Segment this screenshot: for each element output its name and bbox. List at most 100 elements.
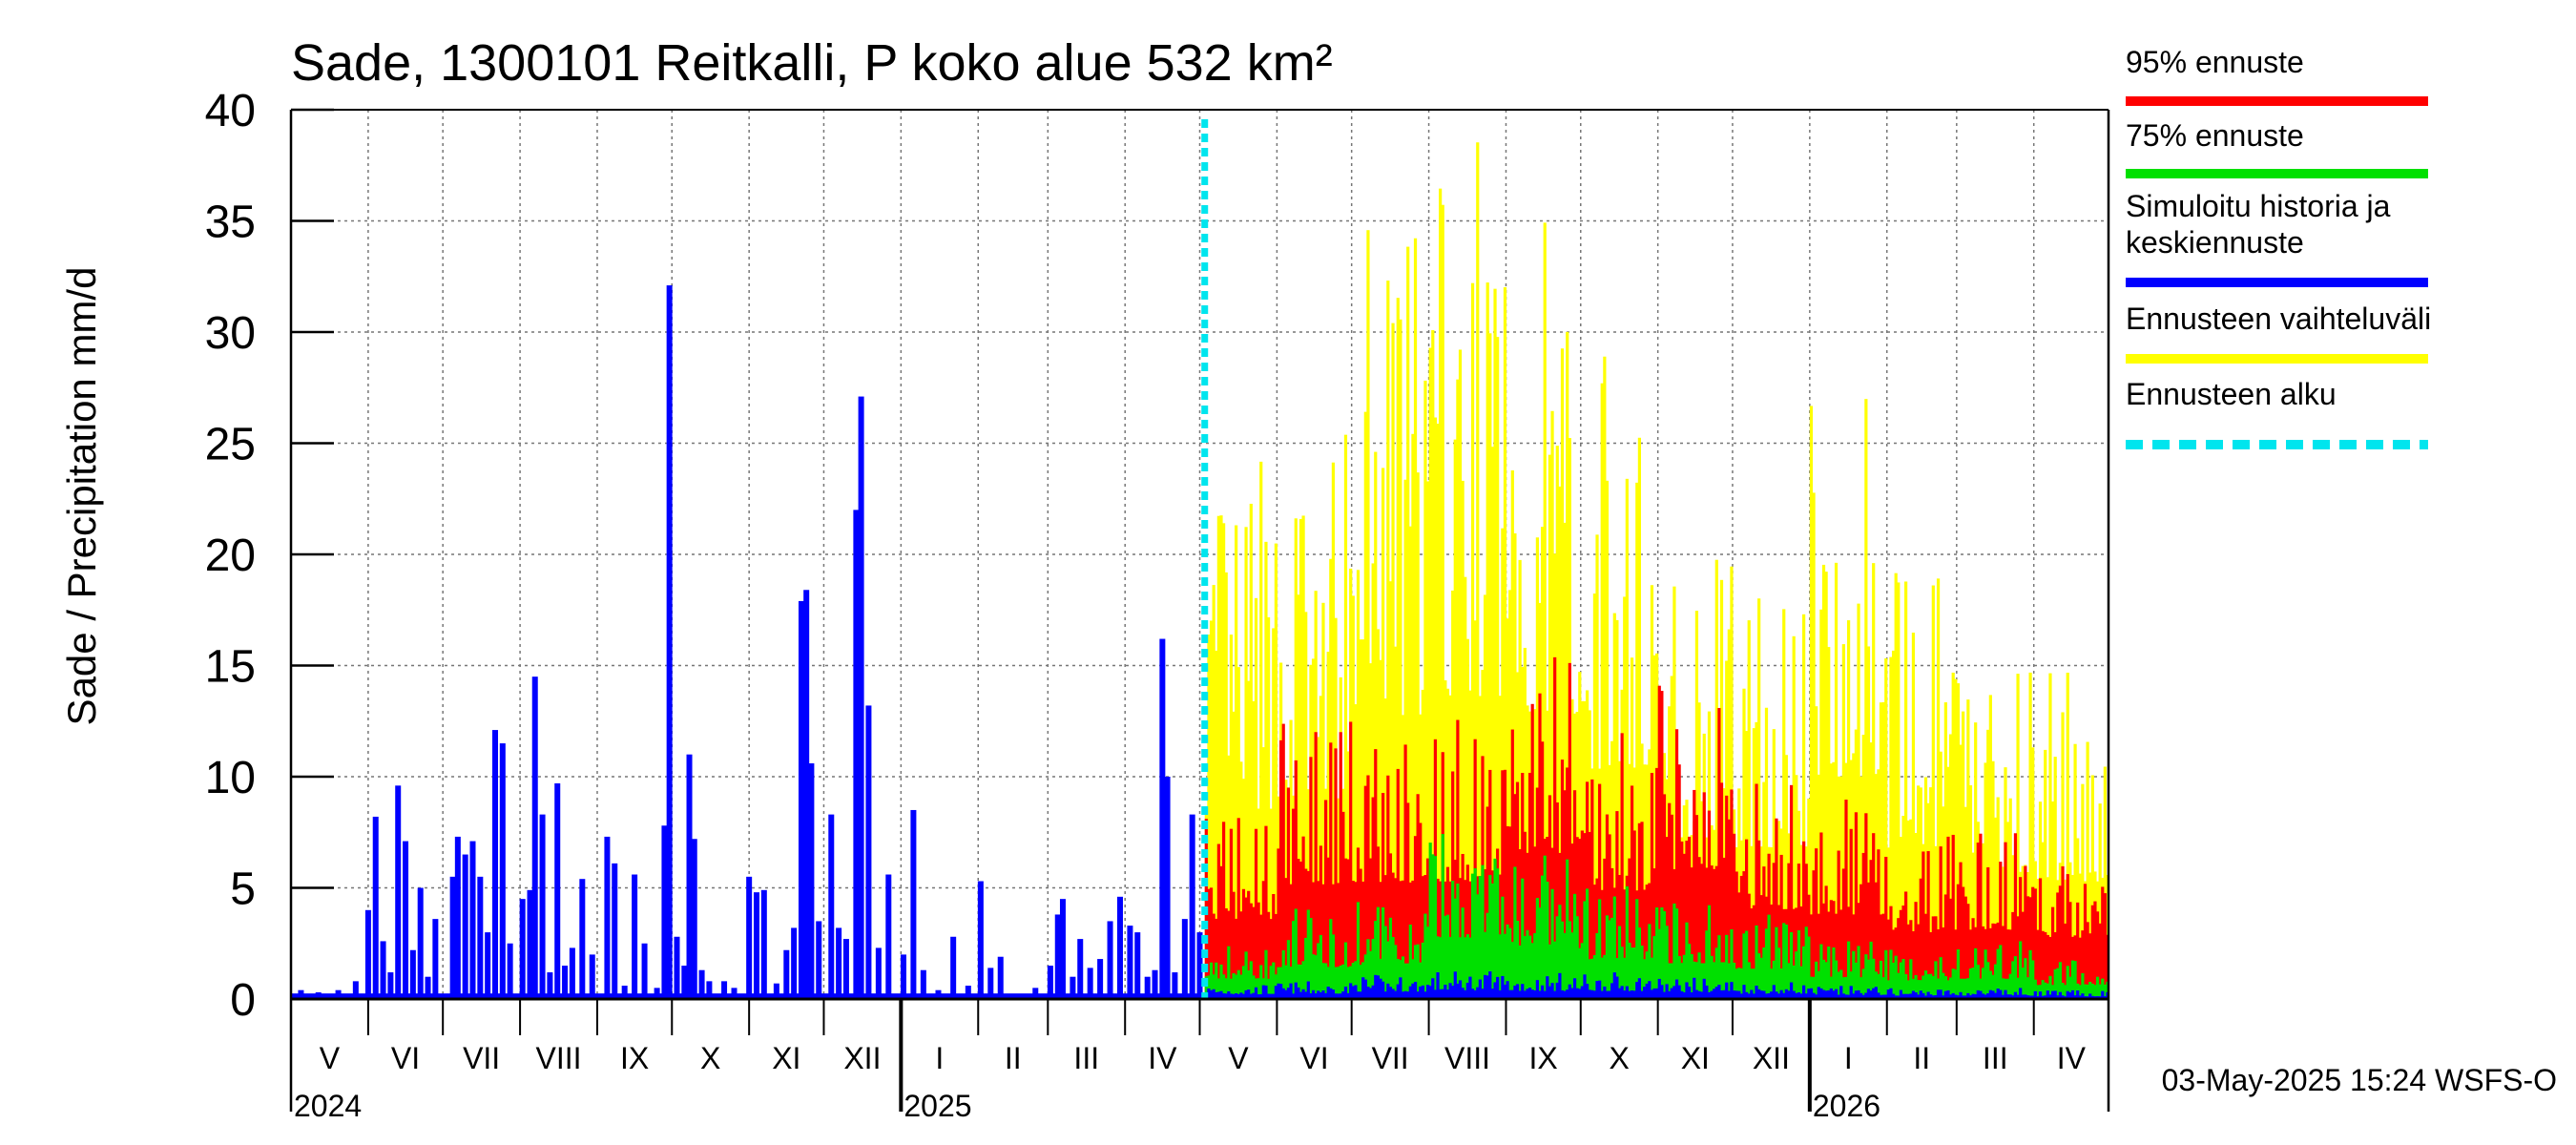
- forecast-mean-bar: [1894, 995, 1898, 999]
- forecast-mean-bar: [1988, 989, 1992, 999]
- forecast-range-bar: [1359, 639, 1362, 999]
- forecast-mean-bar: [1714, 987, 1718, 999]
- history-bar: [1134, 932, 1141, 999]
- y-tick-label: 25: [205, 420, 256, 470]
- forecast-range-bar: [1354, 704, 1358, 999]
- forecast-mean-bar: [1309, 993, 1313, 999]
- forecast-75-bar: [1625, 885, 1629, 999]
- forecast-75-bar: [1595, 932, 1599, 999]
- forecast-range-bar: [1506, 618, 1509, 999]
- forecast-95-bar: [1249, 903, 1253, 999]
- history-bar: [885, 874, 892, 999]
- forecast-mean-bar: [1314, 993, 1318, 999]
- forecast-mean-bar: [1535, 980, 1539, 999]
- forecast-95-bar: [1341, 811, 1345, 999]
- forecast-75-bar: [1249, 961, 1253, 999]
- forecast-95-bar: [1343, 858, 1348, 999]
- forecast-75-bar: [1209, 962, 1214, 999]
- forecast-75-bar: [1527, 935, 1532, 999]
- forecast-range-bar: [2008, 798, 2012, 999]
- forecast-95-bar: [1421, 876, 1424, 999]
- forecast-range-bar: [1563, 522, 1567, 999]
- forecast-95-bar: [1351, 881, 1355, 999]
- forecast-95-bar: [1371, 797, 1375, 999]
- forecast-mean-bar: [1787, 990, 1791, 999]
- forecast-95-bar: [1874, 882, 1878, 999]
- forecast-75-bar: [1570, 932, 1574, 999]
- history-bar: [589, 954, 595, 999]
- forecast-75-bar: [1841, 977, 1845, 999]
- forecast-95-bar: [1508, 826, 1512, 999]
- forecast-mean-bar: [1247, 989, 1251, 999]
- forecast-mean-bar: [1877, 992, 1880, 999]
- forecast-mean-bar: [1640, 990, 1644, 999]
- forecast-95-bar: [1747, 893, 1751, 999]
- forecast-95-bar: [1212, 913, 1215, 999]
- forecast-range-bar: [1403, 479, 1407, 999]
- forecast-mean-bar: [1361, 977, 1365, 999]
- forecast-mean-bar: [2046, 990, 2049, 999]
- forecast-mean-bar: [1521, 984, 1525, 999]
- forecast-95-bar: [1906, 924, 1910, 999]
- forecast-75-bar: [1235, 974, 1238, 999]
- forecast-range-bar: [1784, 755, 1788, 999]
- history-bar: [579, 879, 586, 999]
- history-bar: [674, 936, 680, 999]
- forecast-mean-bar: [1635, 982, 1639, 999]
- forecast-95-bar: [1901, 906, 1905, 999]
- forecast-95-bar: [1946, 836, 1950, 999]
- forecast-mean-bar: [1819, 988, 1823, 999]
- history-bar: [666, 285, 673, 999]
- forecast-75-bar: [1792, 965, 1796, 999]
- forecast-95-bar: [2086, 922, 2089, 999]
- forecast-75-bar: [1610, 917, 1614, 999]
- forecast-mean-bar: [1739, 993, 1743, 999]
- forecast-mean-bar: [1394, 990, 1398, 999]
- forecast-mean-bar: [1538, 990, 1542, 999]
- forecast-95-bar: [1289, 884, 1293, 999]
- forecast-range-bar: [1518, 559, 1522, 999]
- forecast-range-bar: [1954, 678, 1958, 999]
- forecast-range-bar: [1857, 603, 1860, 999]
- forecast-75-bar: [2011, 961, 2015, 999]
- forecast-range-bar: [1592, 593, 1597, 999]
- month-label: V: [1228, 1041, 1249, 1075]
- forecast-range-bar: [1421, 689, 1424, 999]
- month-label: IX: [620, 1041, 649, 1075]
- forecast-75-bar: [1247, 970, 1251, 999]
- history-bar: [803, 590, 810, 999]
- forecast-75-bar: [1339, 965, 1342, 999]
- forecast-mean-bar: [1956, 995, 1961, 999]
- forecast-75-bar: [1436, 936, 1440, 999]
- forecast-range-bar: [1543, 222, 1547, 999]
- forecast-75-bar: [1714, 947, 1718, 999]
- month-label: XII: [1753, 1041, 1790, 1075]
- forecast-mean-bar: [1286, 988, 1291, 999]
- forecast-range-bar: [2016, 674, 2020, 999]
- forecast-mean-bar: [1942, 995, 1945, 999]
- forecast-mean-bar: [1881, 994, 1885, 999]
- forecast-75-bar: [1383, 926, 1387, 999]
- forecast-range-bar: [1408, 526, 1412, 999]
- forecast-95-bar: [1244, 897, 1248, 999]
- forecast-mean-bar: [1963, 995, 1967, 999]
- forecast-75-bar: [2066, 966, 2069, 999]
- forecast-mean-bar: [1453, 971, 1457, 999]
- forecast-mean-bar: [1485, 975, 1489, 999]
- forecast-mean-bar: [1476, 987, 1480, 999]
- forecast-75-bar: [1966, 978, 1970, 999]
- forecast-range-bar: [1254, 597, 1258, 999]
- forecast-95-bar: [1530, 703, 1534, 999]
- y-tick-label: 40: [205, 86, 256, 136]
- forecast-75-bar: [2033, 979, 2037, 999]
- forecast-95-bar: [1682, 853, 1686, 999]
- y-tick-label: 0: [230, 975, 256, 1026]
- forecast-mean-bar: [1227, 990, 1231, 999]
- forecast-75-bar: [1819, 944, 1823, 999]
- forecast-75-bar: [1655, 907, 1659, 999]
- forecast-range-bar: [1224, 572, 1228, 999]
- forecast-mean-bar: [1510, 989, 1514, 999]
- forecast-mean-bar: [2028, 995, 2032, 999]
- forecast-mean-bar: [1702, 978, 1706, 999]
- forecast-95-bar: [1588, 831, 1591, 999]
